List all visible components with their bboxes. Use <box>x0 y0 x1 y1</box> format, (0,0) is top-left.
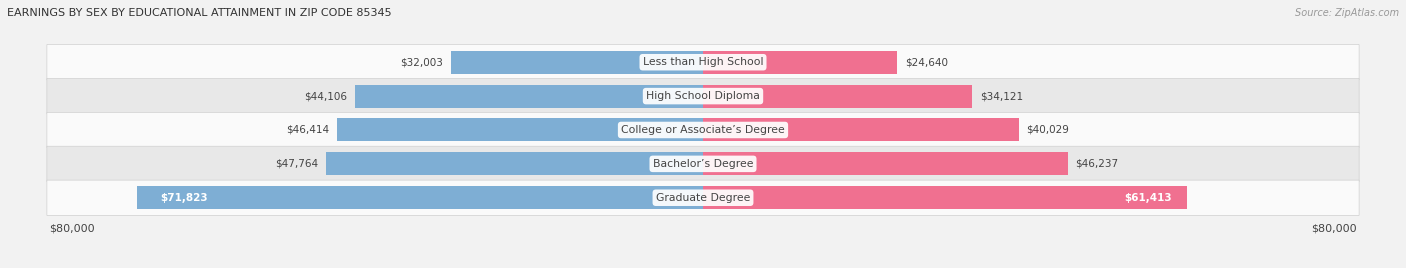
Bar <box>136 186 703 209</box>
Text: $44,106: $44,106 <box>304 91 347 101</box>
Text: $61,413: $61,413 <box>1123 193 1171 203</box>
Text: $71,823: $71,823 <box>160 193 208 203</box>
Text: Source: ZipAtlas.com: Source: ZipAtlas.com <box>1295 8 1399 18</box>
Text: Bachelor’s Degree: Bachelor’s Degree <box>652 159 754 169</box>
Bar <box>337 118 703 142</box>
Bar <box>703 51 897 74</box>
Text: High School Diploma: High School Diploma <box>647 91 759 101</box>
Text: $46,237: $46,237 <box>1076 159 1119 169</box>
Text: Less than High School: Less than High School <box>643 57 763 67</box>
Text: Graduate Degree: Graduate Degree <box>655 193 751 203</box>
Text: College or Associate’s Degree: College or Associate’s Degree <box>621 125 785 135</box>
Text: $47,764: $47,764 <box>276 159 318 169</box>
Text: EARNINGS BY SEX BY EDUCATIONAL ATTAINMENT IN ZIP CODE 85345: EARNINGS BY SEX BY EDUCATIONAL ATTAINMEN… <box>7 8 392 18</box>
Bar <box>703 152 1067 175</box>
Bar <box>703 186 1187 209</box>
FancyBboxPatch shape <box>46 79 1360 114</box>
Text: $40,029: $40,029 <box>1026 125 1070 135</box>
Bar <box>703 85 972 108</box>
Bar <box>326 152 703 175</box>
Bar <box>450 51 703 74</box>
FancyBboxPatch shape <box>46 44 1360 80</box>
Text: $46,414: $46,414 <box>285 125 329 135</box>
FancyBboxPatch shape <box>46 180 1360 215</box>
Text: $32,003: $32,003 <box>399 57 443 67</box>
FancyBboxPatch shape <box>46 146 1360 181</box>
Text: $34,121: $34,121 <box>980 91 1024 101</box>
Text: $24,640: $24,640 <box>905 57 948 67</box>
FancyBboxPatch shape <box>46 112 1360 148</box>
Bar <box>703 118 1019 142</box>
Bar <box>356 85 703 108</box>
